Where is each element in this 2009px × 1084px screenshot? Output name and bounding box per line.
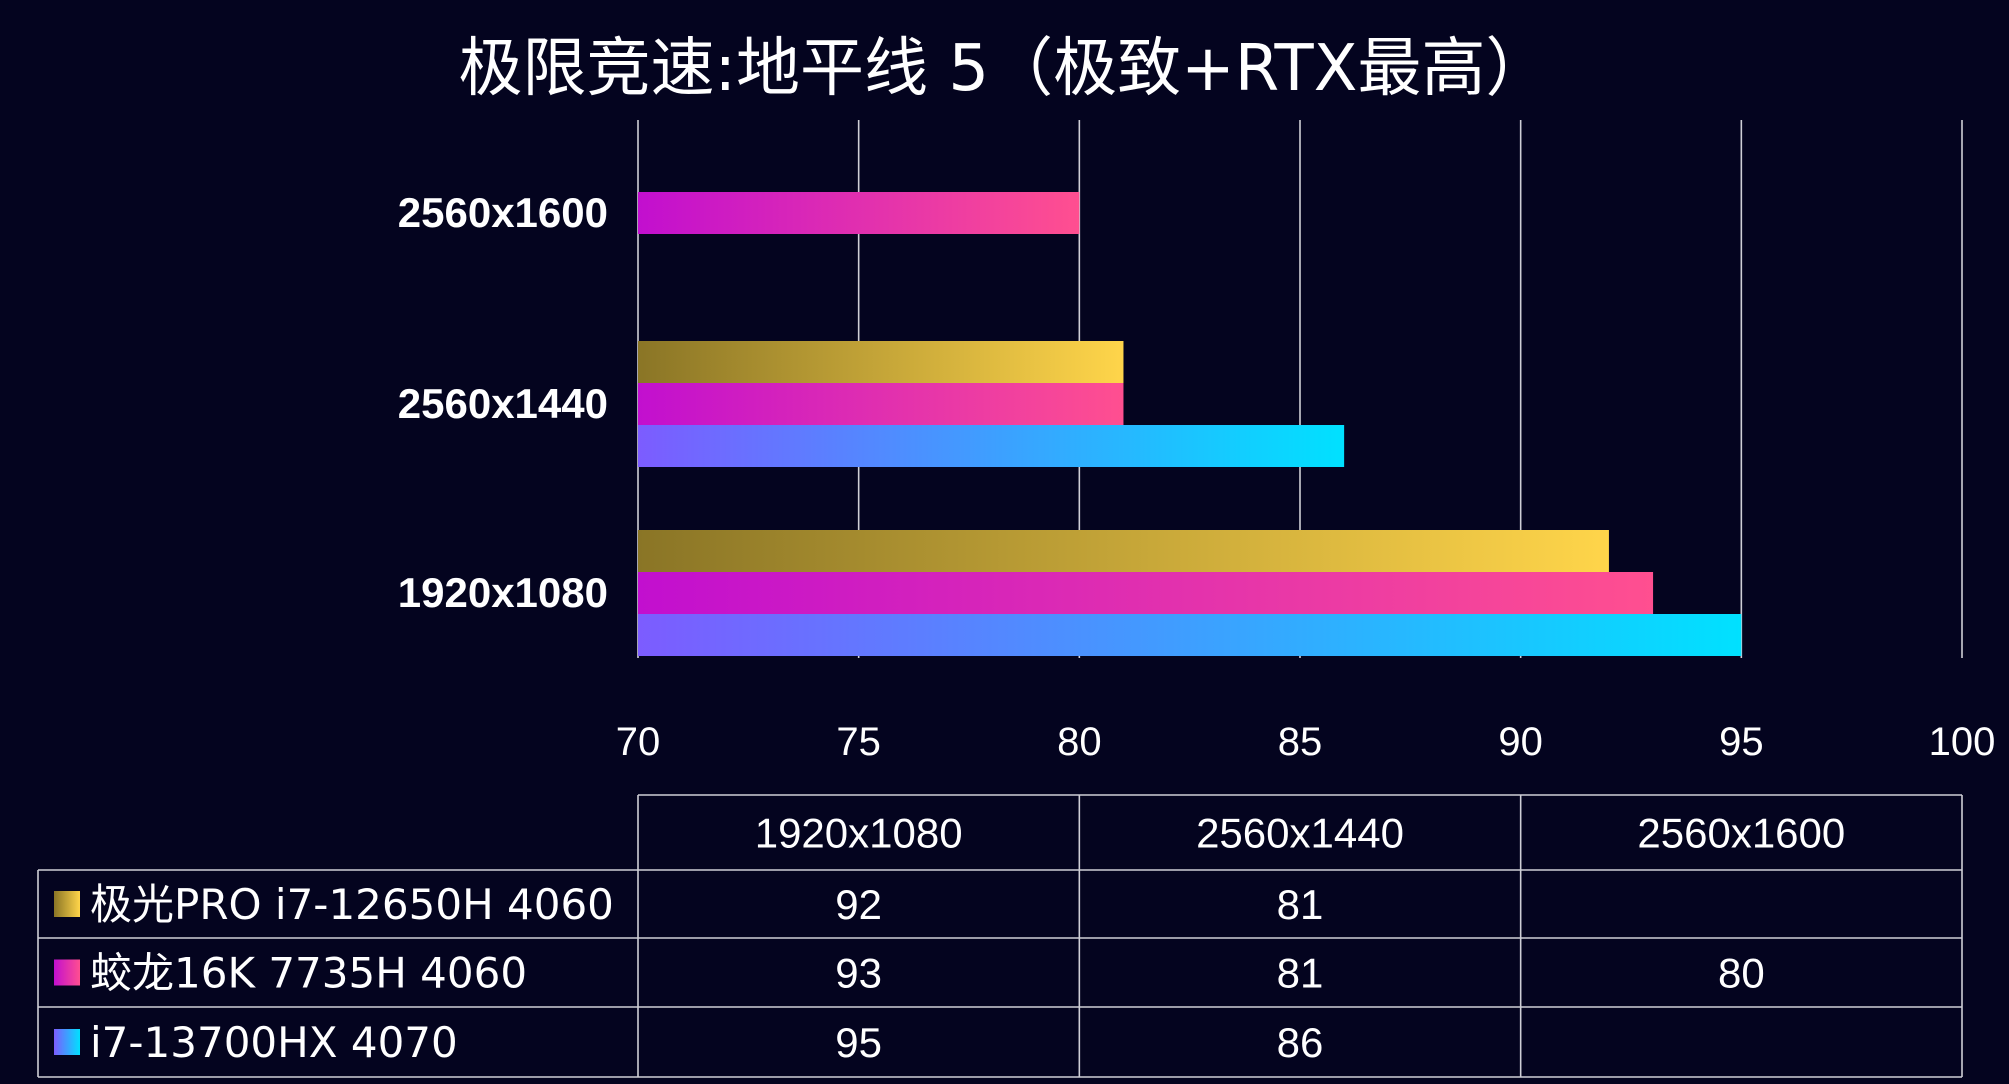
table-cell-value: 93: [835, 950, 882, 997]
x-tick-label: 90: [1498, 720, 1543, 764]
chart-title: 极限竞速:地平线 5（极致+RTX最高）: [459, 32, 1550, 106]
bar: [638, 192, 1080, 234]
legend-swatch: [54, 1029, 80, 1055]
bar: [638, 614, 1742, 656]
table-cell-value: 92: [835, 881, 882, 928]
x-tick-label: 75: [836, 720, 881, 764]
x-tick-label: 80: [1057, 720, 1102, 764]
x-tick-label: 70: [616, 720, 661, 764]
category-label: 1920x1080: [398, 569, 608, 616]
x-tick-label: 95: [1719, 720, 1764, 764]
legend-series-name: 蛟龙16K 7735H 4060: [90, 949, 527, 998]
table-cell-value: 81: [1277, 950, 1324, 997]
bar: [638, 341, 1124, 383]
table-cell-value: 81: [1277, 881, 1324, 928]
table-cell-value: 86: [1277, 1019, 1324, 1066]
legend-swatch: [54, 891, 80, 917]
bars: [638, 192, 1742, 656]
bar: [638, 383, 1124, 425]
bar: [638, 530, 1609, 572]
legend-series-name: 极光PRO i7-12650H 4060: [90, 880, 614, 929]
table-header: 2560x1600: [1637, 810, 1845, 857]
legend-series-name: i7-13700HX 4070: [90, 1018, 458, 1067]
table-header: 1920x1080: [755, 810, 963, 857]
bar: [638, 572, 1654, 614]
table-cell-value: 80: [1718, 950, 1765, 997]
x-tick-label: 85: [1278, 720, 1323, 764]
x-tick-labels: 70 75 80 85 90 95 100: [616, 720, 1996, 764]
data-table: 1920x1080 2560x1440 2560x1600 极光PRO i7-1265…: [37, 794, 1963, 1078]
category-label: 2560x1440: [398, 380, 608, 427]
legend-swatch: [54, 959, 80, 986]
category-labels: 2560x1600 2560x1440 1920x1080: [398, 189, 608, 616]
table-header: 2560x1440: [1196, 810, 1404, 857]
bar: [638, 425, 1345, 467]
table-cell-value: 95: [835, 1019, 882, 1066]
x-tick-label: 100: [1929, 720, 1996, 764]
category-label: 2560x1600: [398, 189, 608, 236]
